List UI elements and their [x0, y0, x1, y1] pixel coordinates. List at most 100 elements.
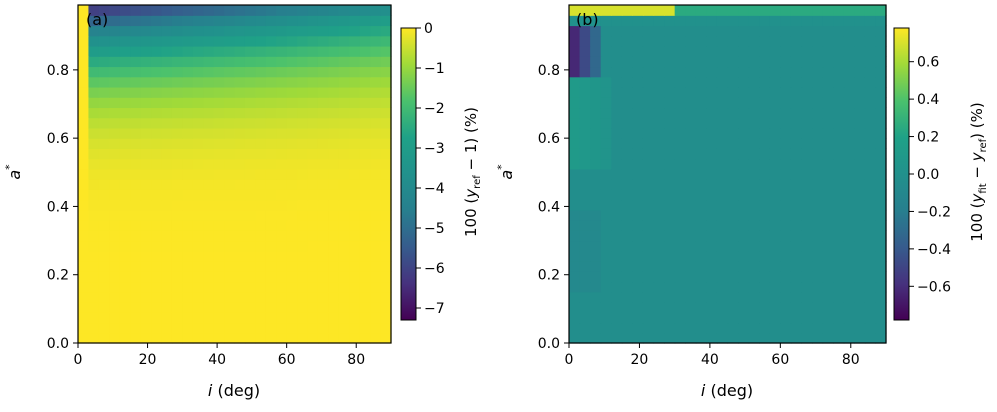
- heatmap-a-cell: [151, 332, 163, 344]
- heatmap-a-cell: [286, 250, 298, 262]
- heatmap-a-cell: [130, 138, 142, 149]
- heatmap-a-cell: [182, 240, 194, 252]
- heatmap-b-cell: [653, 25, 665, 37]
- heatmap-a-cell: [234, 168, 246, 180]
- heatmap-b-cell: [769, 5, 781, 16]
- heatmap-b-cell: [738, 230, 750, 242]
- heatmap-b-cell: [579, 179, 591, 190]
- heatmap-a-cell: [255, 35, 267, 47]
- heatmap-b-cell: [727, 86, 739, 98]
- heatmap-a-cell: [244, 291, 256, 303]
- heatmap-a-cell: [265, 138, 277, 149]
- heatmap-b-cell: [579, 332, 591, 344]
- heatmap-a-cell: [171, 35, 183, 47]
- heatmap-a-cell: [380, 35, 392, 47]
- heatmap-a-cell: [255, 261, 267, 272]
- heatmap-a-cell: [338, 35, 350, 47]
- heatmap-a-cell: [203, 220, 215, 231]
- heatmap-b-cell: [664, 158, 676, 170]
- heatmap-a-cell: [286, 199, 298, 211]
- heatmap-a-cell: [140, 240, 152, 252]
- heatmap-b-cell: [727, 66, 739, 78]
- heatmap-b-cell: [748, 322, 760, 334]
- heatmap-a-cell: [109, 302, 121, 313]
- heatmap-a-cell: [203, 148, 215, 160]
- heatmap-a-cell: [109, 179, 121, 190]
- heatmap-b-cell: [727, 127, 739, 139]
- heatmap-b-cell: [590, 35, 602, 47]
- heatmap-a-cell: [276, 158, 288, 170]
- heatmap-a-cell: [370, 15, 382, 27]
- heatmap-b-cell: [833, 199, 845, 211]
- heatmap-b-cell: [843, 148, 855, 160]
- heatmap-b-cell: [833, 168, 845, 180]
- heatmap-b-cell: [854, 271, 866, 283]
- heatmap-a-cell: [349, 127, 361, 139]
- heatmap-b-cell: [590, 107, 602, 119]
- heatmap-b-cell: [632, 86, 644, 98]
- heatmap-a-cell: [297, 312, 309, 324]
- heatmap-a-cell: [307, 209, 319, 221]
- heatmap-b-cell: [716, 189, 729, 201]
- heatmap-b-cell: [600, 76, 612, 88]
- heatmap-b-cell: [716, 148, 729, 160]
- heatmap-b-cell: [812, 86, 824, 98]
- heatmap-a-cell: [151, 86, 163, 98]
- heatmap-a-cell: [151, 66, 163, 78]
- heatmap-a-cell: [98, 179, 110, 190]
- axis-a-y-tick-label: 0.2: [47, 268, 69, 284]
- heatmap-a-cell: [161, 332, 173, 344]
- heatmap-a-cell: [130, 199, 142, 211]
- heatmap-b-cell: [674, 322, 686, 334]
- heatmap-b-cell: [621, 148, 633, 160]
- heatmap-b-cell: [579, 25, 591, 37]
- heatmap-a-cell: [119, 291, 131, 303]
- heatmap-a-cell: [140, 209, 152, 221]
- heatmap-b-cell: [632, 56, 644, 68]
- heatmap-a-cell: [265, 127, 277, 139]
- heatmap-a-cell: [370, 302, 382, 313]
- heatmap-a-cell: [203, 76, 215, 88]
- heatmap-b-cell: [653, 168, 665, 180]
- heatmap-b-cell: [854, 127, 866, 139]
- heatmap-b-cell: [695, 168, 707, 180]
- heatmap-b-cell: [569, 189, 581, 201]
- heatmap-b-cell: [642, 158, 655, 170]
- colorbar-label-b: 100 (yfit − yref) (%): [968, 102, 989, 242]
- heatmap-b-cell: [611, 45, 623, 57]
- heatmap-a-cell: [297, 86, 309, 98]
- heatmap-b-cell: [590, 281, 602, 293]
- heatmap-b-cell: [642, 25, 655, 37]
- heatmap-b-cell: [590, 5, 602, 16]
- heatmap-a-cell: [349, 158, 361, 170]
- heatmap-b-cell: [706, 312, 718, 324]
- heatmap-b-cell: [727, 240, 739, 252]
- heatmap-a-cell: [182, 127, 194, 139]
- heatmap-b-cell: [664, 45, 676, 57]
- heatmap-a-cell: [119, 220, 131, 231]
- heatmap-a-cell: [317, 199, 329, 211]
- heatmap-b-cell: [790, 148, 803, 160]
- heatmap-a-cell: [307, 240, 319, 252]
- heatmap-a-cell: [109, 5, 121, 16]
- heatmap-a-cell: [192, 250, 204, 262]
- heatmap-a-cell: [265, 199, 277, 211]
- heatmap-b-cell: [716, 332, 729, 344]
- heatmap-b-cell: [706, 86, 718, 98]
- heatmap-b-cell: [600, 230, 612, 242]
- heatmap-a-cell: [109, 271, 121, 283]
- colorbar-a-tick-label: −4: [424, 181, 445, 197]
- heatmap-b-cell: [664, 302, 676, 313]
- colorbar-b-tick-label: −0.2: [917, 204, 951, 220]
- heatmap-b-cell: [727, 15, 739, 27]
- heatmap-a-cell: [161, 240, 173, 252]
- heatmap-b-cell: [822, 199, 834, 211]
- heatmap-b-cell: [611, 261, 623, 272]
- heatmap-a-cell: [359, 281, 371, 293]
- heatmap-a-cell: [119, 209, 131, 221]
- heatmap-b-cell: [664, 86, 676, 98]
- heatmap-a-cell: [151, 261, 163, 272]
- heatmap-b-cell: [812, 250, 824, 262]
- heatmap-a-cell: [151, 56, 163, 68]
- heatmap-b-cell: [664, 250, 676, 262]
